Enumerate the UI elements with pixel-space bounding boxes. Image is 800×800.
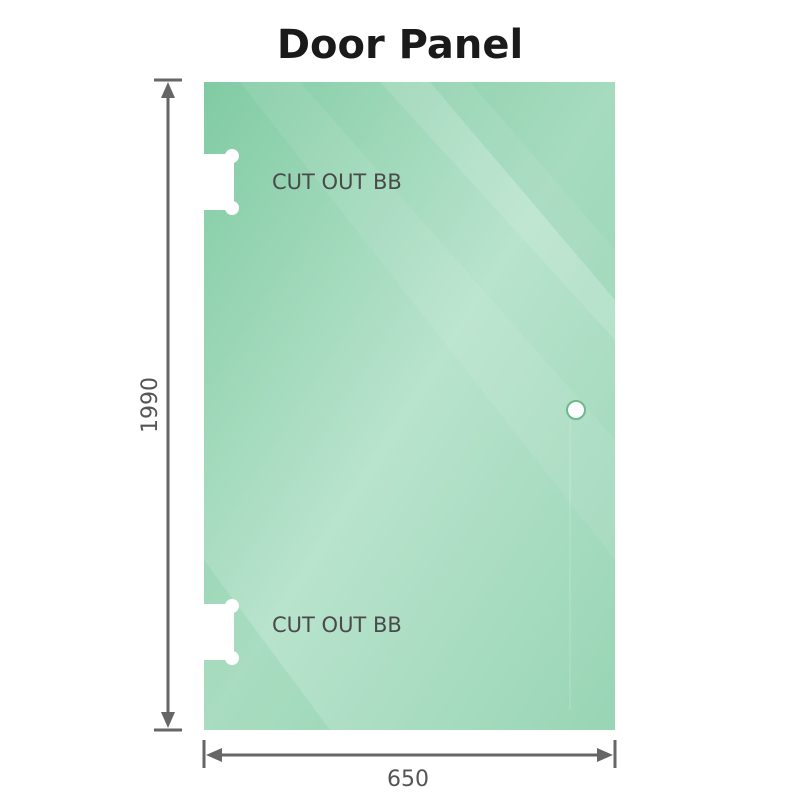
cutout-label-bottom: CUT OUT BB [272,613,402,637]
cutout-top [204,149,239,215]
width-dimension [202,740,617,768]
diagram-title: Door Panel [276,22,524,68]
width-label: 650 [387,767,429,792]
height-dimension [154,78,182,732]
cutout-label-top: CUT OUT BB [272,170,402,194]
height-label: 1990 [138,377,163,433]
glass-panel [204,82,615,730]
cutout-bottom [204,599,239,665]
handle-hole [566,400,586,420]
